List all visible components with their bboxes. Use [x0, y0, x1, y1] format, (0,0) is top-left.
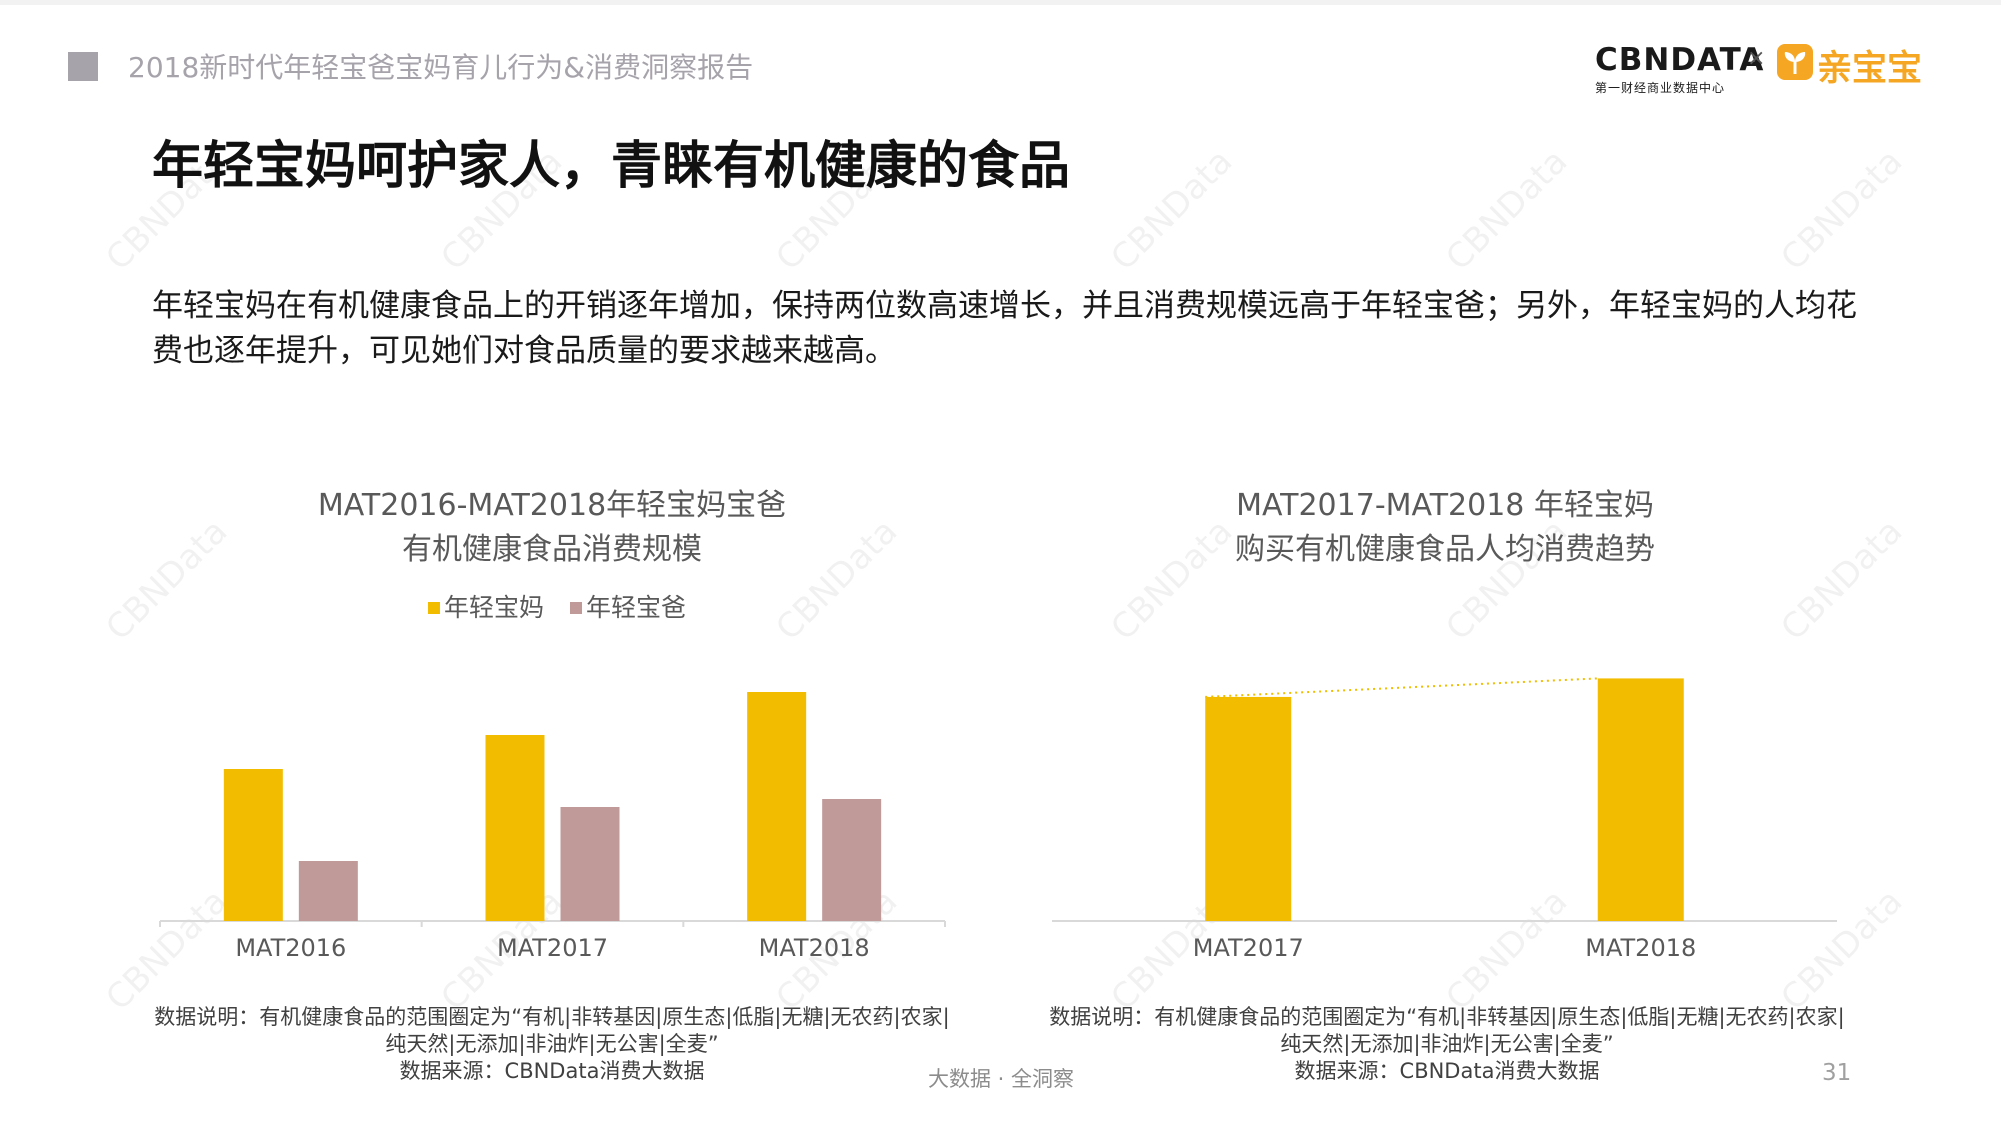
note-line: 纯天然|无添加|非油炸|无公害|全麦” [385, 1032, 719, 1056]
bar-mom-MAT2017 [485, 735, 545, 921]
left-chart-title-line1: MAT2016-MAT2018年轻宝妈宝爸 [317, 488, 787, 523]
right-chart-title-line2: 购买有机健康食品人均消费趋势 [1235, 532, 1655, 567]
note-source: 数据来源：CBNData消费大数据 [1294, 1059, 1600, 1083]
bar-mom-MAT2018 [747, 692, 807, 921]
note-line: 数据说明：有机健康食品的范围圈定为“有机|非转基因|原生态|低脂|无糖|无农药|… [154, 1005, 950, 1029]
slide-summary: 年轻宝妈在有机健康食品上的开销逐年增加，保持两位数高速增长，并且消费规模远高于年… [152, 288, 1857, 369]
right-chart-title-line1: MAT2017-MAT2018 年轻宝妈 [1236, 488, 1654, 523]
right-chart-title: MAT2017-MAT2018 年轻宝妈 购买有机健康食品人均消费趋势 [1045, 484, 1845, 572]
left-data-note: 数据说明：有机健康食品的范围圈定为“有机|非转基因|原生态|低脂|无糖|无农药|… [152, 1004, 952, 1085]
note-source: 数据来源：CBNData消费大数据 [399, 1059, 705, 1083]
bar-mom-MAT2017 [1205, 696, 1292, 921]
left-chart-legend: 年轻宝妈 年轻宝爸 [428, 588, 704, 622]
trend-line [1205, 677, 1598, 698]
x-tick-label: MAT2018 [759, 934, 870, 962]
legend-label-mom: 年轻宝妈 [444, 593, 545, 622]
logo-separator: × [1747, 46, 1766, 71]
top-divider [0, 0, 2001, 5]
cbndata-logo-subtitle: 第一财经商业数据中心 [1595, 81, 1726, 95]
x-tick-label: MAT2017 [497, 934, 608, 962]
legend-swatch-dad [569, 602, 582, 614]
legend-swatch-mom [428, 602, 440, 614]
sprout-icon [1777, 44, 1813, 80]
x-tick-label: MAT2018 [1585, 934, 1696, 962]
left-bar-chart: MAT2016 MAT2017 MAT2018 [159, 692, 946, 962]
bar-dad-MAT2017 [560, 807, 620, 921]
left-chart-title-line2: 有机健康食品消费规模 [402, 532, 702, 567]
legend-item-mom: 年轻宝妈 [428, 588, 544, 624]
slide-title: 年轻宝妈呵护家人，青睐有机健康的食品 [152, 137, 1071, 196]
right-data-note: 数据说明：有机健康食品的范围圈定为“有机|非转基因|原生态|低脂|无糖|无农药|… [1047, 1004, 1847, 1085]
right-bar-chart: MAT2017 MAT2018 [1052, 677, 1837, 962]
brand-logo: CBNDATA 第一财经商业数据中心 × 亲宝宝 [1595, 40, 1940, 96]
x-tick-label: MAT2016 [235, 934, 346, 962]
bar-dad-MAT2016 [298, 861, 358, 921]
bar-dad-MAT2018 [822, 799, 882, 921]
watermark: CBNData [1438, 141, 1576, 279]
x-tick-label: MAT2017 [1193, 934, 1304, 962]
report-title: 2018新时代年轻宝爸宝妈育儿行为&消费洞察报告 [128, 51, 754, 84]
cbndata-logo-text: CBNDATA [1595, 42, 1765, 78]
page-number: 31 [1822, 1060, 1852, 1086]
legend-item-dad: 年轻宝爸 [569, 588, 686, 624]
bar-mom-MAT2018 [1597, 678, 1684, 921]
legend-label-dad: 年轻宝爸 [585, 593, 686, 622]
header-marker [68, 52, 98, 81]
left-chart-title: MAT2016-MAT2018年轻宝妈宝爸 有机健康食品消费规模 [152, 484, 952, 572]
partner-logo-text: 亲宝宝 [1817, 49, 1923, 89]
note-line: 数据说明：有机健康食品的范围圈定为“有机|非转基因|原生态|低脂|无糖|无农药|… [1049, 1005, 1845, 1029]
footer-tagline: 大数据 · 全洞察 [928, 1067, 1075, 1091]
bar-mom-MAT2016 [223, 769, 283, 921]
watermark: CBNData [1103, 141, 1241, 279]
note-line: 纯天然|无添加|非油炸|无公害|全麦” [1280, 1032, 1614, 1056]
watermark: CBNData [1773, 141, 1911, 279]
